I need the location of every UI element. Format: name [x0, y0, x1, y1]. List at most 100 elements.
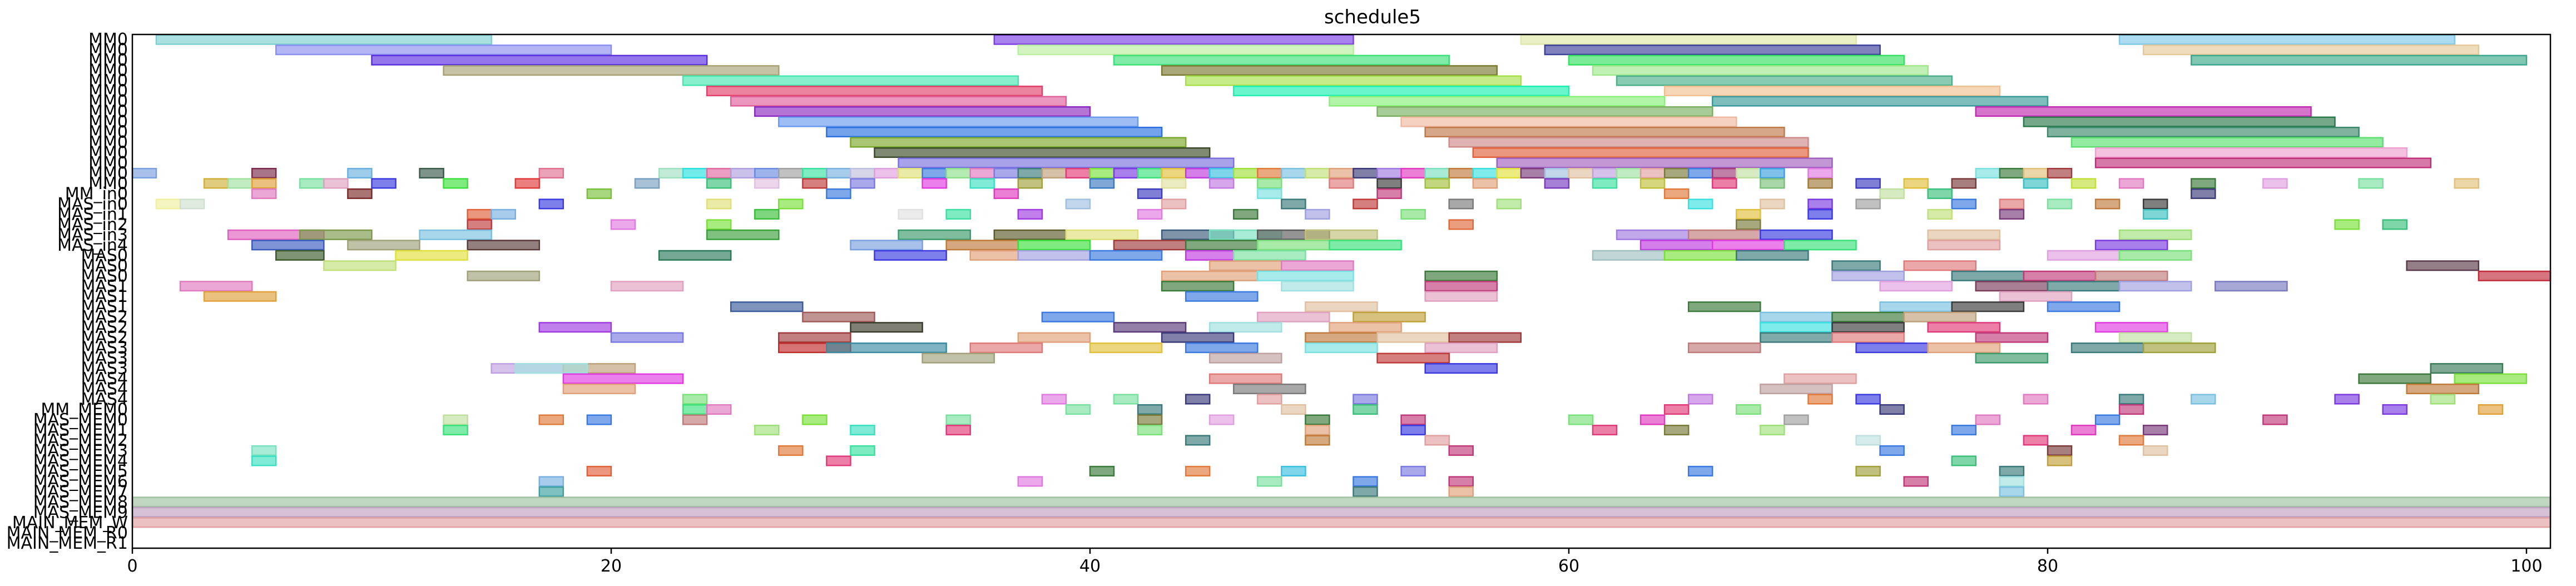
- gantt-bar: [850, 240, 923, 251]
- gantt-bar: [1544, 167, 1570, 179]
- gantt-bar: [1305, 424, 1330, 436]
- gantt-bar: [1257, 178, 1282, 189]
- gantt-bar: [1089, 167, 1115, 179]
- row-label: MAS_in2: [57, 215, 128, 235]
- gantt-bar: [658, 250, 732, 261]
- row-label: MAS_MEM1: [33, 421, 128, 440]
- gantt-bar: [443, 424, 468, 436]
- gantt-bar: [1760, 229, 1833, 240]
- gantt-bar: [754, 106, 1091, 117]
- gantt-bar: [2191, 394, 2216, 405]
- row-label: MAS3: [81, 339, 128, 358]
- gantt-bar: [1712, 240, 1785, 251]
- gantt-bar: [179, 198, 205, 210]
- gantt-bar: [1233, 383, 1306, 395]
- gantt-bar: [826, 167, 851, 179]
- gantt-bar: [1975, 106, 2312, 117]
- row-label: MM0: [88, 82, 128, 101]
- row-label: MAS1: [81, 287, 128, 306]
- gantt-bar: [778, 332, 851, 343]
- gantt-bar: [706, 219, 732, 230]
- gantt-bar: [1017, 178, 1043, 189]
- gantt-bar: [586, 465, 612, 476]
- gantt-bar: [1424, 270, 1498, 281]
- gantt-bar: [1400, 414, 1426, 425]
- gantt-bar: [850, 137, 1187, 148]
- gantt-bar: [2047, 455, 2073, 466]
- gantt-bar: [2094, 147, 2407, 158]
- gantt-bar: [1424, 126, 1785, 138]
- gantt-bar: [1639, 178, 1666, 189]
- gantt-bar: [1951, 424, 1977, 436]
- gantt-bar: [2070, 137, 2384, 148]
- gantt-bar: [1137, 208, 1163, 220]
- gantt-bar: [2047, 167, 2073, 179]
- gantt-bar: [1257, 270, 1354, 281]
- gantt-bar: [1544, 178, 1570, 189]
- gantt-bar: [1041, 167, 1067, 179]
- gantt-bar: [1592, 167, 1618, 179]
- row-label: MM0: [88, 30, 128, 49]
- gantt-bar: [2382, 219, 2407, 230]
- gantt-bar: [323, 260, 397, 271]
- gantt-bar: [538, 476, 564, 487]
- gantt-bar: [1927, 208, 1953, 220]
- gantt-bar: [1687, 167, 1713, 179]
- gantt-bar: [1424, 178, 1450, 189]
- gantt-bar: [1736, 250, 1809, 261]
- gantt-bar: [538, 322, 612, 333]
- gantt-bar: [1520, 34, 1857, 45]
- row-label: MAS_MEM7: [33, 482, 128, 501]
- row-label: MAS_MEM8: [33, 493, 128, 512]
- row-label: MAS0: [81, 266, 128, 286]
- gantt-bar: [1496, 157, 1833, 168]
- gantt-bar: [706, 167, 732, 179]
- gantt-bar: [1472, 178, 1498, 189]
- gantt-bar: [850, 322, 923, 333]
- gantt-bar: [682, 404, 708, 415]
- gantt-bar: [945, 167, 971, 179]
- gantt-bar: [179, 281, 253, 292]
- gantt-bar: [227, 178, 253, 189]
- row-label: MM0: [88, 153, 128, 173]
- gantt-bar: [634, 178, 660, 189]
- gantt-bar: [1760, 178, 1785, 189]
- gantt-bar: [1592, 250, 1666, 261]
- gantt-bar: [993, 167, 1019, 179]
- gantt-bar: [1999, 208, 2025, 220]
- gantt-bar: [1161, 332, 1235, 343]
- gantt-bar: [1185, 291, 1259, 302]
- gantt-bar: [1712, 178, 1737, 189]
- gantt-bar: [131, 167, 157, 179]
- gantt-bar: [251, 167, 277, 179]
- gantt-bar: [2191, 188, 2216, 199]
- gantt-bar: [706, 404, 732, 415]
- row-label: MAIN_MEM_R1: [7, 534, 128, 553]
- gantt-bar: [1353, 198, 1378, 210]
- gantt-bar: [467, 240, 541, 251]
- gantt-bar: [1376, 167, 1402, 179]
- gantt-bar: [1424, 167, 1450, 179]
- gantt-bar: [514, 178, 541, 189]
- gantt-bar: [1639, 240, 1713, 251]
- gantt-bar: [1113, 54, 1450, 66]
- gantt-bar: [1305, 229, 1378, 240]
- row-label: MM_MEM0: [41, 400, 128, 420]
- gantt-bar: [467, 208, 492, 220]
- gantt-bar: [1208, 414, 1235, 425]
- gantt-bar: [1592, 65, 1929, 76]
- gantt-bar: [778, 167, 804, 179]
- gantt-bar: [131, 496, 2552, 508]
- gantt-bar: [251, 455, 277, 466]
- gantt-bar: [969, 167, 995, 179]
- gantt-bar: [1592, 424, 1618, 436]
- row-label: MAS0: [81, 246, 128, 265]
- gantt-bar: [898, 167, 923, 179]
- gantt-bar: [1448, 219, 1474, 230]
- gantt-bar: [2094, 414, 2121, 425]
- x-tick-label: 100: [2510, 557, 2542, 576]
- gantt-bar: [1185, 435, 1211, 446]
- gantt-bar: [969, 342, 1043, 354]
- gantt-bar: [2047, 445, 2073, 456]
